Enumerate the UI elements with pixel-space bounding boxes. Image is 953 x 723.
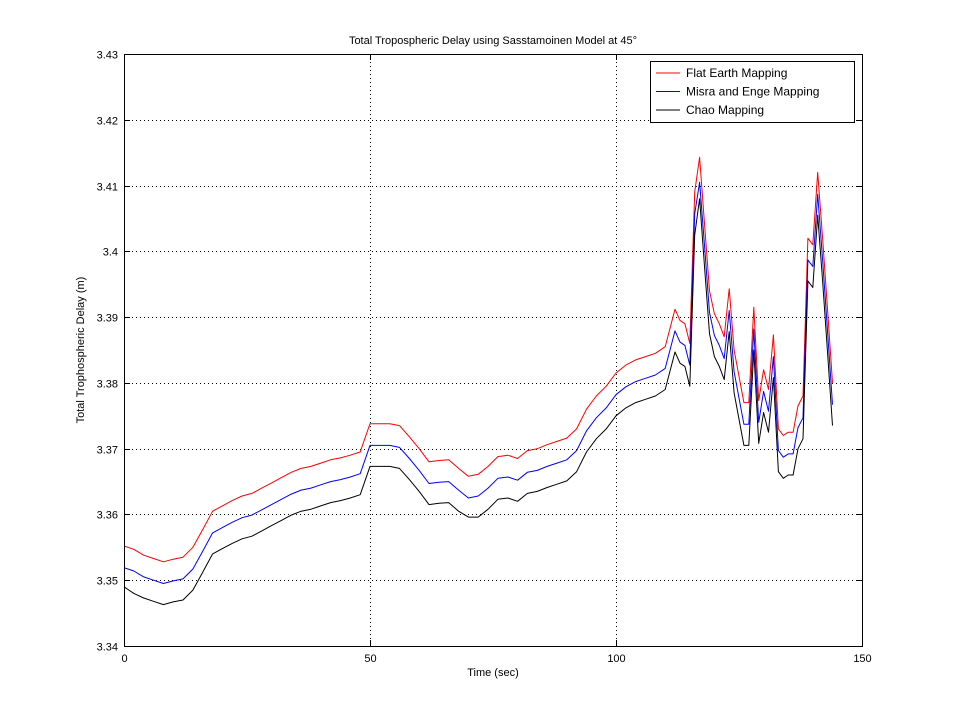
series-line-1 — [123, 181, 833, 584]
x-tick-label: 150 — [853, 653, 871, 665]
plot-area-background — [124, 54, 862, 646]
axis-ticks — [124, 54, 863, 647]
grid-lines — [124, 54, 862, 646]
y-tick-label: 3.38 — [97, 379, 118, 391]
series-lines — [123, 156, 833, 606]
x-axis-label: Time (sec) — [467, 667, 519, 679]
x-tick-label: 100 — [607, 653, 625, 665]
y-tick-label: 3.35 — [97, 576, 118, 588]
y-tick-label: 3.43 — [97, 50, 118, 62]
legend-box — [650, 61, 855, 123]
x-tick-label: 50 — [364, 653, 376, 665]
y-tick-label: 3.39 — [97, 313, 118, 325]
x-tick-label: 0 — [121, 653, 127, 665]
legend-label-0: Flat Earth Mapping — [686, 66, 787, 80]
series-line-0 — [123, 156, 833, 563]
tick-labels: 0 50 100 150 3.34 3.35 3.36 3.37 3.38 3.39 3.4 3.41… — [97, 50, 872, 666]
y-tick-label: 3.42 — [97, 116, 118, 128]
y-tick-label: 3.37 — [97, 445, 118, 457]
plot-frame — [124, 54, 863, 647]
y-tick-label: 3.4 — [103, 247, 118, 259]
y-tick-label: 3.41 — [97, 182, 118, 194]
legend-label-2: Chao Mapping — [686, 103, 764, 117]
series-line-2 — [123, 198, 833, 606]
y-tick-label: 3.34 — [97, 642, 118, 654]
y-axis-label: Total Trophospheric Delay (m) — [75, 277, 87, 424]
chart-title: Total Tropospheric Delay using Sasstamoi… — [349, 35, 637, 47]
legend: Flat Earth Mapping Misra and Enge Mapping… — [650, 61, 855, 123]
legend-label-1: Misra and Enge Mapping — [686, 85, 819, 99]
y-tick-label: 3.36 — [97, 510, 118, 522]
